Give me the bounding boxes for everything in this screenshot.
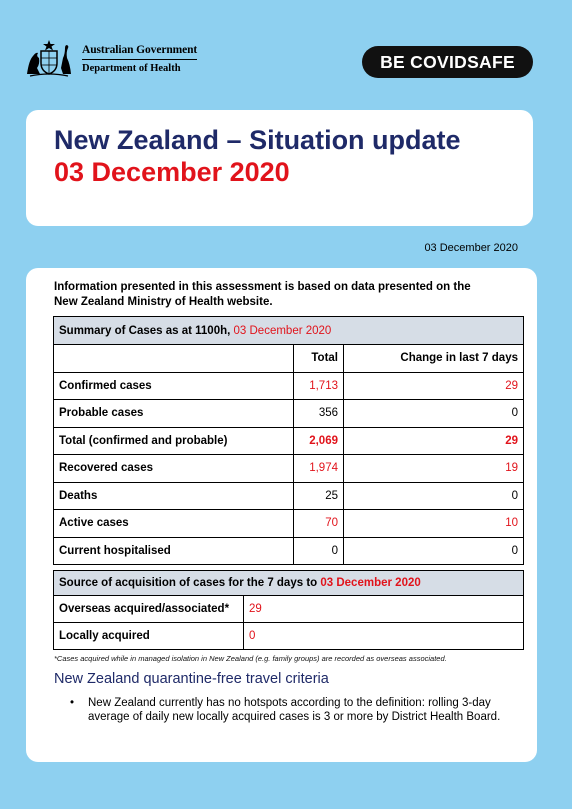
row-label: Total (confirmed and probable) <box>53 426 294 455</box>
row-value: 29 <box>243 595 524 623</box>
source-heading: Source of acquisition of cases for the 7… <box>53 570 524 596</box>
content-card: Information presented in this assessment… <box>26 268 537 762</box>
row-total: 70 <box>293 509 344 538</box>
row-change: 0 <box>343 399 524 428</box>
summary-heading-row: Summary of Cases as at 1100h, 03 Decembe… <box>53 316 524 345</box>
table-row: Deaths 25 0 <box>53 481 524 510</box>
row-total: 1,974 <box>293 454 344 483</box>
footnote: *Cases acquired while in managed isolati… <box>54 654 447 663</box>
row-label: Overseas acquired/associated* <box>53 595 244 623</box>
summary-heading: Summary of Cases as at 1100h, 03 Decembe… <box>53 316 524 345</box>
table-row: Total (confirmed and probable) 2,069 29 <box>53 426 524 455</box>
intro-text: Information presented in this assessment… <box>54 281 471 308</box>
summary-column-row: Total Change in last 7 days <box>53 344 524 373</box>
source-heading-text: Source of acquisition of cases for the 7… <box>59 577 321 589</box>
covidsafe-prefix: BE COVID <box>380 51 468 72</box>
row-total: 1,713 <box>293 371 344 400</box>
row-change: 0 <box>343 536 524 565</box>
criteria-bullet-text: New Zealand currently has no hotspots ac… <box>88 697 501 723</box>
table-row: Locally acquired 0 <box>53 622 524 650</box>
row-total: 25 <box>293 481 344 510</box>
row-total: 0 <box>293 536 344 565</box>
title-date: 03 December 2020 <box>54 157 290 187</box>
column-header-change: Change in last 7 days <box>343 344 524 373</box>
row-change: 0 <box>343 481 524 510</box>
source-heading-row: Source of acquisition of cases for the 7… <box>53 570 524 596</box>
blank-header-cell <box>53 344 294 373</box>
table-row: Current hospitalised 0 0 <box>53 536 524 565</box>
table-row: Recovered cases 1,974 19 <box>53 454 524 483</box>
row-label: Probable cases <box>53 399 294 428</box>
table-row: Active cases 70 10 <box>53 509 524 538</box>
row-change: 29 <box>343 371 524 400</box>
row-total: 2,069 <box>293 426 344 455</box>
table-row: Overseas acquired/associated* 29 <box>53 595 524 623</box>
title-card: New Zealand – Situation update 03 Decemb… <box>26 110 533 226</box>
criteria-heading: New Zealand quarantine-free travel crite… <box>54 671 329 687</box>
summary-heading-date: 03 December 2020 <box>233 324 332 337</box>
row-label: Deaths <box>53 481 294 510</box>
report-date: 03 December 2020 <box>424 242 518 254</box>
source-heading-date: 03 December 2020 <box>320 577 421 589</box>
row-total: 356 <box>293 399 344 428</box>
row-label: Recovered cases <box>53 454 294 483</box>
department-name: Department of Health <box>82 63 181 74</box>
summary-heading-text: Summary of Cases as at 1100h, <box>59 324 234 337</box>
government-name: Australian Government <box>82 44 197 60</box>
row-change: 10 <box>343 509 524 538</box>
bullet-icon: • <box>70 697 75 709</box>
source-table: Source of acquisition of cases for the 7… <box>53 570 524 650</box>
row-change: 29 <box>343 426 524 455</box>
row-label: Current hospitalised <box>53 536 294 565</box>
row-value: 0 <box>243 622 524 650</box>
page-title: New Zealand – Situation update <box>54 125 461 155</box>
table-row: Confirmed cases 1,713 29 <box>53 371 524 400</box>
row-label: Active cases <box>53 509 294 538</box>
summary-table: Summary of Cases as at 1100h, 03 Decembe… <box>53 316 524 565</box>
list-item: • New Zealand currently has no hotspots … <box>70 696 520 724</box>
row-label: Locally acquired <box>53 622 244 650</box>
table-row: Probable cases 356 0 <box>53 399 524 428</box>
be-covidsafe-badge: BE COVID SAFE <box>362 46 533 78</box>
covidsafe-suffix: SAFE <box>467 51 515 72</box>
row-change: 19 <box>343 454 524 483</box>
column-header-total: Total <box>293 344 344 373</box>
coat-of-arms-icon <box>27 40 71 77</box>
australian-government-logo: Australian Government Department of Heal… <box>22 38 197 80</box>
row-label: Confirmed cases <box>53 371 294 400</box>
